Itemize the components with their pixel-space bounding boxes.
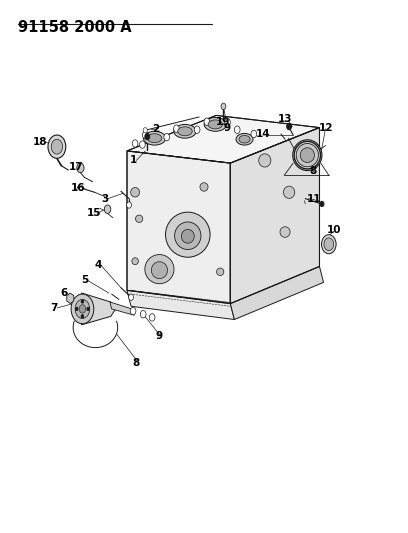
Ellipse shape bbox=[280, 227, 290, 237]
Circle shape bbox=[164, 133, 170, 141]
Circle shape bbox=[81, 300, 84, 303]
Circle shape bbox=[80, 185, 84, 191]
Circle shape bbox=[322, 235, 336, 254]
Polygon shape bbox=[127, 151, 231, 304]
Circle shape bbox=[174, 125, 179, 132]
Ellipse shape bbox=[151, 262, 168, 279]
Circle shape bbox=[132, 140, 138, 147]
Ellipse shape bbox=[300, 148, 315, 163]
Polygon shape bbox=[231, 127, 319, 304]
Circle shape bbox=[225, 118, 231, 126]
Circle shape bbox=[145, 133, 150, 140]
Circle shape bbox=[234, 126, 240, 133]
Circle shape bbox=[143, 127, 147, 133]
Ellipse shape bbox=[132, 258, 138, 265]
Text: 7: 7 bbox=[50, 303, 58, 313]
Circle shape bbox=[221, 103, 226, 110]
Polygon shape bbox=[231, 266, 324, 319]
Text: 18: 18 bbox=[33, 137, 47, 147]
Text: 8: 8 bbox=[132, 358, 140, 368]
Text: 12: 12 bbox=[318, 123, 333, 133]
Text: 4: 4 bbox=[95, 261, 102, 270]
Polygon shape bbox=[76, 293, 115, 325]
Ellipse shape bbox=[284, 186, 295, 198]
Ellipse shape bbox=[175, 222, 201, 249]
Circle shape bbox=[126, 202, 131, 208]
Circle shape bbox=[251, 130, 257, 138]
Text: 11: 11 bbox=[307, 193, 322, 204]
Text: 14: 14 bbox=[255, 129, 270, 139]
Ellipse shape bbox=[200, 183, 208, 191]
Polygon shape bbox=[127, 290, 234, 319]
Polygon shape bbox=[67, 293, 74, 304]
Circle shape bbox=[104, 205, 111, 214]
Ellipse shape bbox=[145, 255, 174, 284]
Text: 19: 19 bbox=[216, 117, 231, 127]
Circle shape bbox=[129, 294, 133, 301]
Circle shape bbox=[87, 308, 89, 311]
Circle shape bbox=[287, 123, 292, 130]
Circle shape bbox=[142, 131, 148, 139]
Circle shape bbox=[81, 315, 84, 318]
Circle shape bbox=[77, 163, 84, 173]
Text: 17: 17 bbox=[69, 162, 84, 172]
Ellipse shape bbox=[259, 154, 271, 167]
Polygon shape bbox=[110, 302, 134, 316]
Circle shape bbox=[130, 308, 136, 315]
Circle shape bbox=[140, 141, 145, 148]
Ellipse shape bbox=[174, 124, 196, 138]
Circle shape bbox=[194, 126, 200, 133]
Text: 2: 2 bbox=[152, 124, 159, 134]
Ellipse shape bbox=[296, 143, 319, 167]
Ellipse shape bbox=[204, 117, 226, 131]
Circle shape bbox=[204, 118, 210, 125]
Text: 10: 10 bbox=[326, 225, 341, 236]
Text: 5: 5 bbox=[81, 274, 88, 285]
Ellipse shape bbox=[293, 140, 322, 171]
Circle shape bbox=[149, 314, 155, 321]
Ellipse shape bbox=[208, 120, 223, 129]
Circle shape bbox=[51, 139, 62, 154]
Text: 16: 16 bbox=[71, 183, 86, 193]
Circle shape bbox=[71, 294, 94, 324]
Text: 13: 13 bbox=[278, 114, 292, 124]
Text: 9: 9 bbox=[155, 332, 162, 342]
Text: 6: 6 bbox=[60, 288, 68, 298]
Ellipse shape bbox=[178, 127, 192, 136]
Ellipse shape bbox=[131, 188, 140, 197]
Circle shape bbox=[140, 311, 146, 318]
Polygon shape bbox=[127, 115, 319, 163]
Text: 91158 2000 A: 91158 2000 A bbox=[18, 20, 131, 35]
Text: 15: 15 bbox=[86, 208, 101, 219]
Text: 9: 9 bbox=[224, 123, 231, 133]
Ellipse shape bbox=[135, 215, 143, 222]
Text: 1: 1 bbox=[129, 156, 137, 165]
Circle shape bbox=[79, 305, 86, 313]
Ellipse shape bbox=[236, 133, 253, 145]
Circle shape bbox=[75, 300, 90, 318]
Ellipse shape bbox=[217, 268, 224, 276]
Text: 8: 8 bbox=[310, 166, 317, 176]
Ellipse shape bbox=[144, 131, 166, 145]
Circle shape bbox=[75, 308, 78, 311]
Circle shape bbox=[320, 201, 324, 207]
Ellipse shape bbox=[239, 135, 250, 143]
Text: 3: 3 bbox=[101, 193, 109, 204]
Ellipse shape bbox=[166, 212, 210, 257]
Ellipse shape bbox=[147, 134, 162, 143]
Circle shape bbox=[48, 135, 66, 158]
Ellipse shape bbox=[181, 229, 194, 243]
Circle shape bbox=[324, 238, 334, 251]
